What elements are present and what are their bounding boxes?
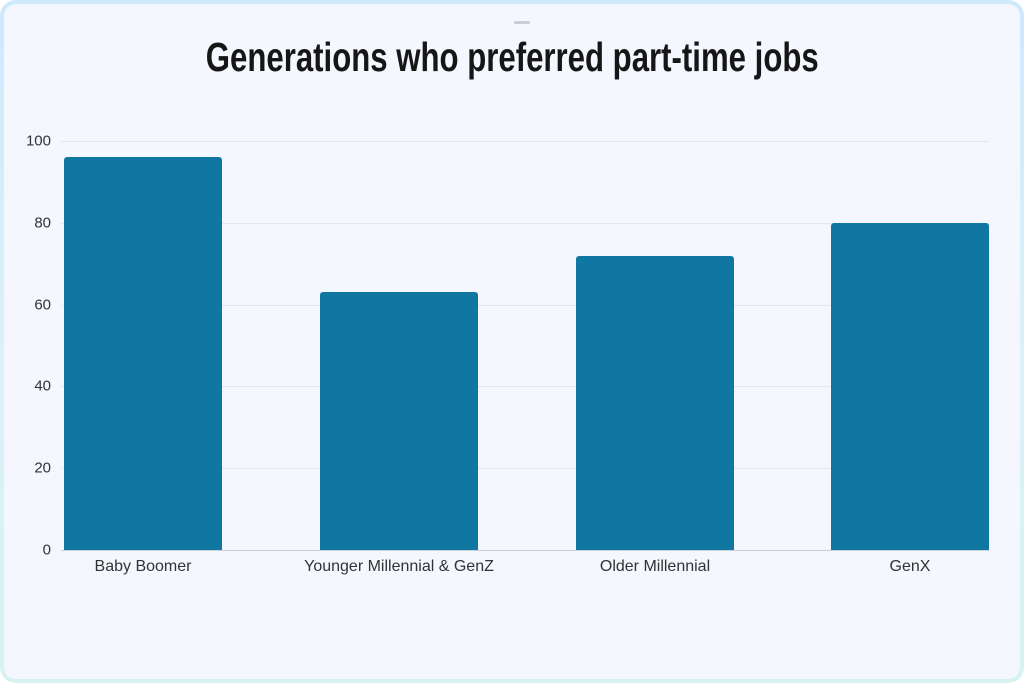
x-tick-label-older-millennial: Older Millennial <box>599 558 711 575</box>
x-tick-label-baby-boomer: Baby Boomer <box>94 558 192 575</box>
chart-panel: Generations who preferred part-time jobs… <box>4 4 1020 679</box>
x-tick-label-younger-millennial-genz: Younger Millennial & GenZ <box>304 558 494 575</box>
gridline-60 <box>61 304 989 306</box>
y-tick-label-60: 60 <box>34 296 51 314</box>
x-tick-label-genx: GenX <box>889 558 931 575</box>
gridline-20 <box>61 468 989 470</box>
bar-genx <box>831 222 989 550</box>
chart-title: Generations who preferred part-time jobs <box>4 34 1020 81</box>
y-tick-label-0: 0 <box>42 541 51 559</box>
top-center-dash <box>514 21 530 24</box>
gridline-40 <box>61 386 989 388</box>
x-axis-line <box>61 550 989 551</box>
plot-area: 0 20 40 60 80 100 Baby Boomer Younger Millenni… <box>26 133 989 575</box>
bar-older-millennial <box>576 255 734 550</box>
bar-baby-boomer <box>64 157 222 550</box>
gridline-80 <box>61 222 989 224</box>
bar-younger-millennial-genz <box>320 292 478 550</box>
y-tick-label-20: 20 <box>34 459 51 477</box>
y-tick-label-80: 80 <box>34 214 51 232</box>
chart-title-text: Generations who preferred part-time jobs <box>205 34 819 80</box>
y-tick-label-100: 100 <box>25 132 51 150</box>
gridline-100 <box>61 141 989 142</box>
y-tick-label-40: 40 <box>34 377 51 395</box>
